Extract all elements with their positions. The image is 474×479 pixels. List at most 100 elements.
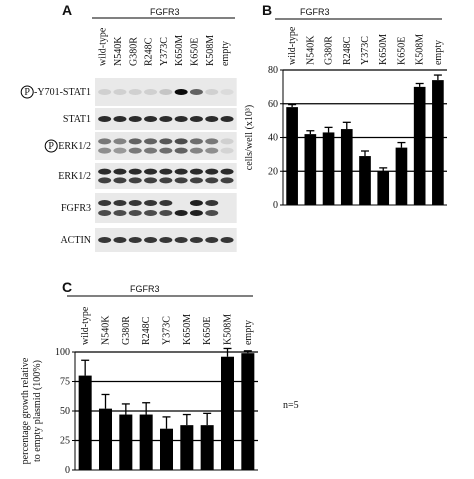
panel-label: C xyxy=(62,279,72,295)
blot-band xyxy=(113,237,127,243)
blot-band xyxy=(174,177,188,184)
y-tick-label: 100 xyxy=(55,347,70,358)
blot-band xyxy=(189,147,203,154)
blot-band xyxy=(220,168,234,175)
x-tick-label: K650M xyxy=(182,314,193,345)
blot-band xyxy=(159,138,173,145)
blot-band xyxy=(220,147,234,154)
x-tick-label: N540K xyxy=(305,35,316,65)
y-tick-label: 60 xyxy=(268,99,278,110)
blot-band xyxy=(205,147,219,154)
blot-band xyxy=(128,237,142,243)
blot-band xyxy=(128,138,142,145)
blot-band xyxy=(98,237,112,243)
blot-band xyxy=(113,116,127,122)
blot-band xyxy=(189,89,203,95)
blot-band xyxy=(205,89,219,95)
x-tick-label: empty xyxy=(433,40,444,65)
panel-label: B xyxy=(262,2,272,18)
bar xyxy=(220,356,235,470)
lane-label: Y373C xyxy=(159,37,170,66)
x-tick-label: K508M xyxy=(223,314,234,345)
x-tick-label: R248C xyxy=(141,316,152,345)
blot-band xyxy=(205,116,219,122)
x-tick-label: wild-type xyxy=(80,306,91,345)
blot-band xyxy=(174,116,188,122)
blot-band xyxy=(220,89,234,95)
blot-band xyxy=(174,237,188,243)
blot-band xyxy=(189,237,203,243)
lane-label: K650M xyxy=(174,35,185,66)
bar xyxy=(304,134,317,205)
blot-band xyxy=(144,147,158,154)
y-axis-label: percentage growth relative xyxy=(20,357,31,464)
blot-band xyxy=(174,168,188,175)
y-tick-label: 0 xyxy=(65,465,70,476)
lane-label: K650E xyxy=(189,38,200,66)
x-tick-label: Y373C xyxy=(162,316,173,345)
x-tick-label: N540K xyxy=(101,315,112,345)
bar xyxy=(139,414,153,470)
x-tick-label: K508M xyxy=(415,34,426,65)
blot-band xyxy=(220,116,234,122)
row-label: ACTIN xyxy=(60,235,91,246)
x-tick-label: empty xyxy=(243,320,254,345)
blot-band xyxy=(220,138,234,145)
phospho-circle xyxy=(20,85,34,99)
bar xyxy=(322,132,335,205)
blot-band xyxy=(113,89,127,95)
panel-label: A xyxy=(62,2,72,18)
annotation: n=5 xyxy=(283,400,299,411)
bar xyxy=(180,425,194,470)
bar xyxy=(395,147,408,205)
bar xyxy=(159,428,174,470)
row-label: ERK1/2 xyxy=(58,141,91,152)
blot-band xyxy=(159,116,173,122)
blot-band xyxy=(113,210,127,216)
bar xyxy=(413,86,426,205)
blot-band xyxy=(128,168,142,175)
blot-band xyxy=(205,168,219,175)
phospho-circle xyxy=(44,139,58,153)
blot-band xyxy=(144,200,158,206)
blot-band xyxy=(174,147,188,154)
blot-band xyxy=(98,200,112,206)
row-label: STAT1 xyxy=(63,114,91,125)
blot-band xyxy=(189,177,203,184)
lane-label: G380R xyxy=(128,37,139,66)
blot-band xyxy=(113,138,127,145)
blot-strip xyxy=(95,193,237,223)
lane-label: N540K xyxy=(113,36,124,66)
blot-band xyxy=(159,210,173,216)
blot-band xyxy=(174,138,188,145)
blot-band xyxy=(174,89,188,95)
blot-band xyxy=(205,210,219,216)
bar xyxy=(98,408,113,470)
y-tick-label: 40 xyxy=(268,133,278,144)
y-tick-label: 80 xyxy=(268,65,278,76)
bar xyxy=(119,414,133,470)
x-tick-label: R248C xyxy=(342,36,353,65)
blot-band xyxy=(128,116,142,122)
x-tick-label: K650E xyxy=(396,37,407,65)
blot-band xyxy=(220,177,234,184)
phospho-mark: P xyxy=(24,87,30,98)
blot-band xyxy=(113,177,127,184)
blot-band xyxy=(144,116,158,122)
blot-band xyxy=(205,237,219,243)
x-tick-label: G380R xyxy=(121,316,132,345)
blot-band xyxy=(159,147,173,154)
blot-band xyxy=(98,89,112,95)
blot-band xyxy=(144,210,158,216)
lane-label: R248C xyxy=(144,37,155,66)
lane-label: wild-type xyxy=(98,27,109,66)
blot-title: FGFR3 xyxy=(150,7,180,17)
bar xyxy=(432,80,444,205)
blot-band xyxy=(144,177,158,184)
x-tick-label: wild-type xyxy=(287,26,298,65)
blot-band xyxy=(159,89,173,95)
y-tick-label: 20 xyxy=(268,166,278,177)
blot-band xyxy=(128,147,142,154)
blot-band xyxy=(98,138,112,145)
